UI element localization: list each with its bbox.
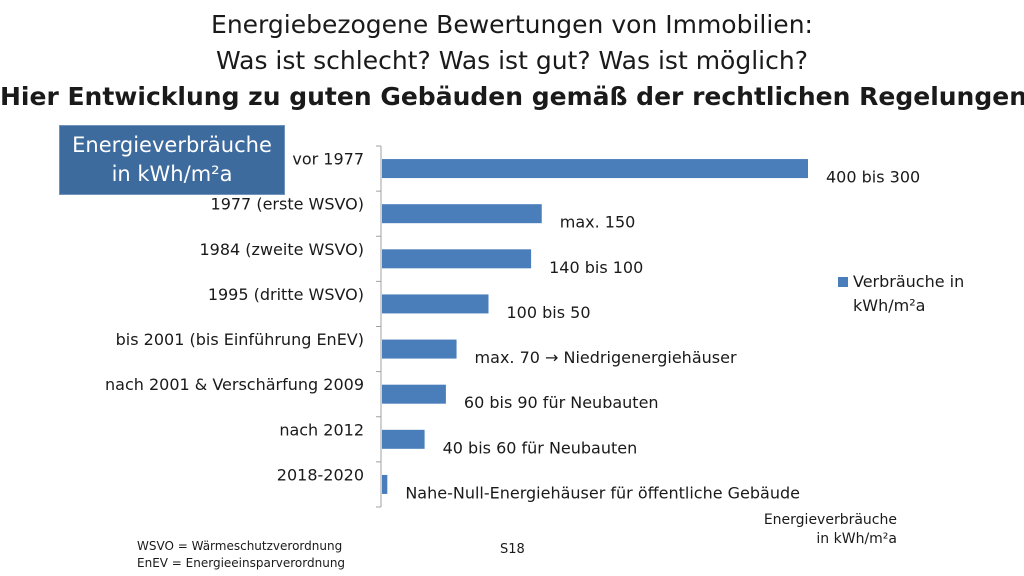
bar xyxy=(382,249,532,269)
footnote-enev: EnEV = Energieeinsparverordnung xyxy=(137,556,346,570)
category-label: 2018-2020 xyxy=(277,465,364,484)
category-label: 1995 (dritte WSVO) xyxy=(208,285,364,304)
bar xyxy=(382,429,425,449)
bar xyxy=(382,384,446,404)
title-line-1: Energiebezogene Bewertungen von Immobili… xyxy=(211,10,813,39)
bar xyxy=(382,159,808,179)
bar xyxy=(382,474,388,494)
category-label: 1984 (zweite WSVO) xyxy=(200,240,365,259)
title-line-2: Was ist schlecht? Was ist gut? Was ist m… xyxy=(216,46,808,75)
x-axis-label: Energieverbräuche in kWh/m²a xyxy=(764,511,897,549)
x-axis-label-line-2: in kWh/m²a xyxy=(816,531,897,547)
category-label: 1977 (erste WSVO) xyxy=(211,195,364,214)
unit-badge-line-2: in kWh/m²a xyxy=(111,162,233,186)
page-number: S18 xyxy=(500,542,525,557)
data-label: 40 bis 60 für Neubauten xyxy=(443,438,638,457)
legend-label: Verbräuche in kWh/m²a xyxy=(853,270,964,318)
category-label: vor 1977 xyxy=(292,150,364,169)
bar xyxy=(382,294,489,314)
data-label: Nahe-Null-Energiehäuser für öffentliche … xyxy=(405,483,800,502)
footnote-wsvo: WSVO = Wärmeschutzverordnung xyxy=(137,539,343,553)
data-label: 140 bis 100 xyxy=(549,258,643,277)
category-label: nach 2001 & Verschärfung 2009 xyxy=(105,375,364,394)
title-line-3: Hier Entwicklung zu guten Gebäuden gemäß… xyxy=(0,82,1024,111)
data-label: 60 bis 90 für Neubauten xyxy=(464,393,659,412)
category-label: nach 2012 xyxy=(279,420,364,439)
unit-badge: Energieverbräuche in kWh/m²a xyxy=(59,125,285,195)
data-label: 100 bis 50 xyxy=(507,303,591,322)
legend-label-line-2: kWh/m²a xyxy=(853,296,926,315)
legend-swatch xyxy=(838,277,848,287)
unit-badge-line-1: Energieverbräuche xyxy=(72,133,272,157)
bar xyxy=(382,339,457,359)
data-label: max. 70 → Niedrigenergiehäuser xyxy=(475,348,737,367)
bar xyxy=(382,204,542,224)
x-axis-label-line-1: Energieverbräuche xyxy=(763,512,897,528)
legend-label-line-1: Verbräuche in xyxy=(853,272,965,291)
data-label: max. 150 xyxy=(560,213,636,232)
category-label: bis 2001 (bis Einführung EnEV) xyxy=(116,330,364,349)
footnotes: WSVO = Wärmeschutzverordnung EnEV = Ener… xyxy=(137,538,345,572)
data-label: 400 bis 300 xyxy=(826,168,920,187)
